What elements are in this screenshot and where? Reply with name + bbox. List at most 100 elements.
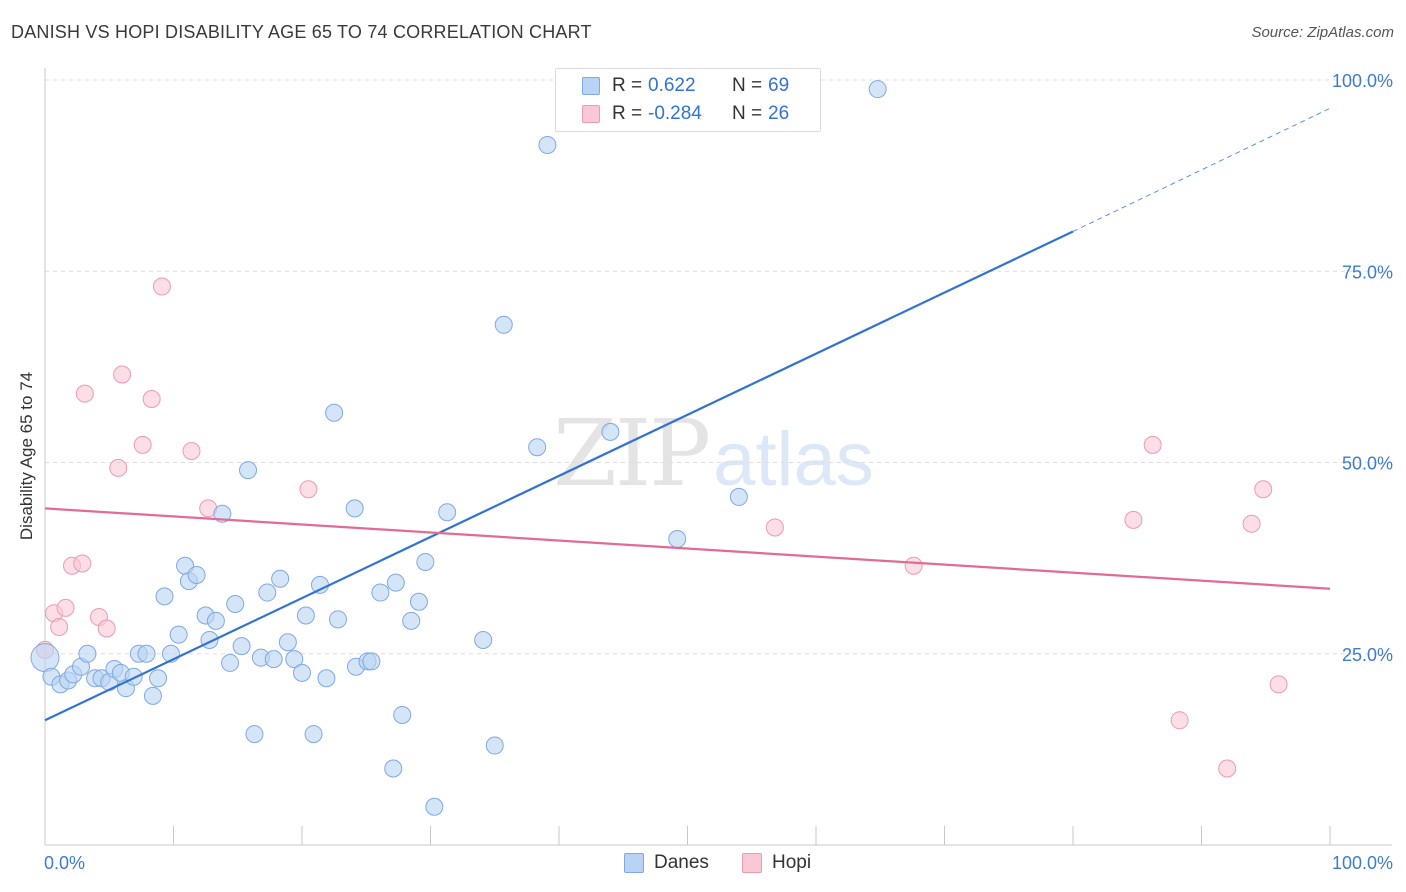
danes-point xyxy=(868,80,887,99)
hopi-points xyxy=(36,277,1288,778)
danes-point xyxy=(317,669,336,688)
stats-legend: R = 0.622 N = 69 R = -0.284 N = 26 xyxy=(555,68,821,132)
danes-point xyxy=(232,637,251,656)
hopi-point xyxy=(904,556,923,575)
danes-point xyxy=(494,315,513,334)
danes-point xyxy=(221,653,240,672)
danes-point xyxy=(325,403,344,422)
danes-point xyxy=(601,422,620,441)
trend-lines xyxy=(44,107,1331,722)
danes-point xyxy=(155,587,174,606)
hopi-point xyxy=(142,390,161,409)
danes-point xyxy=(226,595,245,614)
y-tick-label: 100.0% xyxy=(1332,71,1393,91)
danes-point xyxy=(474,630,493,649)
danes-point xyxy=(328,610,347,629)
danes-point xyxy=(310,575,329,594)
danes-point xyxy=(169,625,188,644)
danes-point xyxy=(78,644,97,663)
danes-point xyxy=(668,530,687,548)
hopi-point xyxy=(299,480,318,499)
series-legend: Danes Hopi xyxy=(0,852,1406,878)
danes-point xyxy=(386,573,405,592)
watermark: ZIPatlas xyxy=(553,400,874,507)
hopi-point xyxy=(56,598,75,617)
hopi-legend-label: Hopi xyxy=(772,852,812,873)
legend-item-danes[interactable]: Danes xyxy=(624,852,709,874)
danes-point xyxy=(213,504,232,523)
legend-item-hopi[interactable]: Hopi xyxy=(742,852,811,874)
hopi-point xyxy=(113,365,132,384)
danes-point xyxy=(528,438,547,457)
n-label: N = xyxy=(732,103,763,124)
hopi-legend-swatch xyxy=(742,853,762,873)
danes-point xyxy=(278,633,297,652)
danes-trend-extension xyxy=(1072,107,1331,232)
y-tick-label: 75.0% xyxy=(1342,262,1393,282)
legend-row-hopi: R = -0.284 N = 26 xyxy=(582,101,789,127)
danes-point xyxy=(296,606,315,625)
danes-point xyxy=(30,643,60,673)
danes-point xyxy=(258,583,277,602)
hopi-point xyxy=(1254,480,1273,499)
danes-trend-line xyxy=(44,230,1074,722)
danes-points xyxy=(30,71,887,816)
hopi-point xyxy=(1242,514,1261,533)
source-credit: Source: ZipAtlas.com xyxy=(1251,24,1394,41)
danes-r-value: 0.622 xyxy=(648,75,696,96)
danes-point xyxy=(438,503,457,522)
danes-swatch xyxy=(582,77,600,95)
hopi-point xyxy=(1170,711,1189,730)
y-tick-label: 25.0% xyxy=(1342,645,1393,665)
x-tick-label-min: 0.0% xyxy=(44,853,85,873)
hopi-point xyxy=(50,617,69,636)
danes-legend-swatch xyxy=(624,853,644,873)
watermark-atlas: atlas xyxy=(713,417,874,502)
gridlines xyxy=(45,79,1392,655)
tick-labels: 25.0% 50.0% 75.0% 100.0% 0.0% 100.0% xyxy=(44,71,1393,873)
danes-point xyxy=(304,725,323,744)
hopi-n-value: 26 xyxy=(768,103,790,124)
danes-point xyxy=(729,487,748,506)
axes xyxy=(44,68,1392,846)
legend-row-danes: R = 0.622 N = 69 xyxy=(582,73,789,99)
danes-point xyxy=(271,569,290,588)
hopi-point xyxy=(765,518,784,537)
y-tick-label: 50.0% xyxy=(1342,454,1393,474)
danes-point xyxy=(402,611,421,630)
hopi-swatch xyxy=(582,105,600,123)
hopi-trend-line xyxy=(44,507,1331,590)
danes-point xyxy=(206,611,225,630)
n-label: N = xyxy=(732,75,763,96)
danes-point xyxy=(264,650,283,669)
danes-point xyxy=(393,705,412,724)
x-tick-label-max: 100.0% xyxy=(1332,853,1393,873)
danes-point xyxy=(485,736,504,755)
hopi-point xyxy=(75,384,94,403)
hopi-point xyxy=(1218,759,1237,778)
danes-point xyxy=(245,725,264,744)
r-label: R = xyxy=(612,75,643,96)
watermark-zip: ZIP xyxy=(553,400,711,507)
hopi-point xyxy=(109,458,128,477)
hopi-point xyxy=(97,619,116,638)
hopi-r-value: -0.284 xyxy=(648,103,702,124)
danes-point xyxy=(293,663,311,682)
chart-title: DANISH VS HOPI DISABILITY AGE 65 TO 74 C… xyxy=(11,22,592,42)
danes-point xyxy=(538,136,557,155)
danes-point xyxy=(409,592,428,611)
danes-point xyxy=(416,552,435,571)
hopi-point xyxy=(1269,675,1288,694)
danes-point xyxy=(425,797,444,816)
danes-point xyxy=(362,652,381,671)
danes-point xyxy=(137,644,156,663)
danes-point xyxy=(187,565,206,584)
hopi-point xyxy=(182,442,201,461)
danes-point xyxy=(149,669,168,688)
danes-legend-label: Danes xyxy=(654,852,709,873)
hopi-point xyxy=(73,554,92,573)
danes-point xyxy=(124,667,143,686)
hopi-point xyxy=(133,435,152,454)
r-label: R = xyxy=(612,103,643,124)
